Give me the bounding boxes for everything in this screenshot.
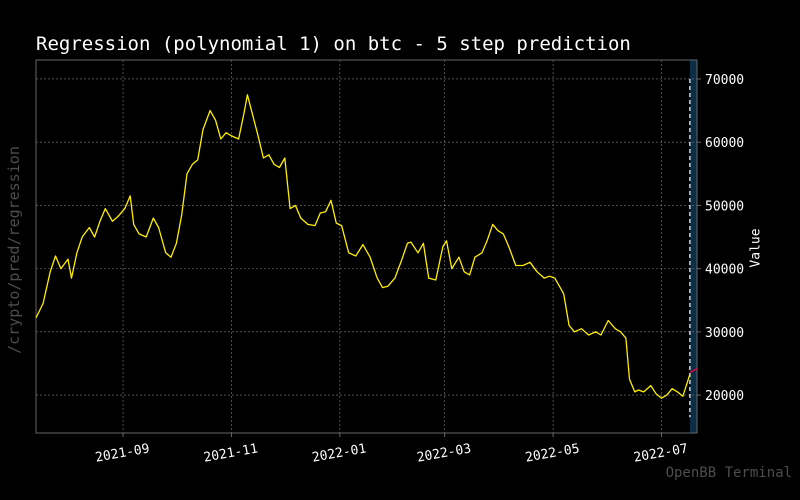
y-tick-label: 20000 [705,389,744,404]
x-tick-label: 2022-03 [416,441,473,465]
y-tick-label: 60000 [705,136,744,151]
y-tick-label: 50000 [705,199,744,214]
forecast-region [689,60,697,433]
prediction-line [689,367,698,373]
watermark: OpenBB Terminal [665,465,792,481]
x-tick-label: 2022-05 [524,441,581,465]
plot-frame [35,59,698,434]
y-tick-label: 40000 [705,263,744,278]
x-tick-label: 2021-11 [203,441,260,465]
y-tick-label: 70000 [705,73,744,88]
x-tick-label: 2022-07 [633,441,690,465]
x-tick-label: 2022-01 [311,441,368,465]
price-history-line [35,94,691,399]
x-tick-label: 2021-09 [94,441,151,465]
y-tick-label: 30000 [705,326,744,341]
chart-title: Regression (polynomial 1) on btc - 5 ste… [36,33,631,55]
